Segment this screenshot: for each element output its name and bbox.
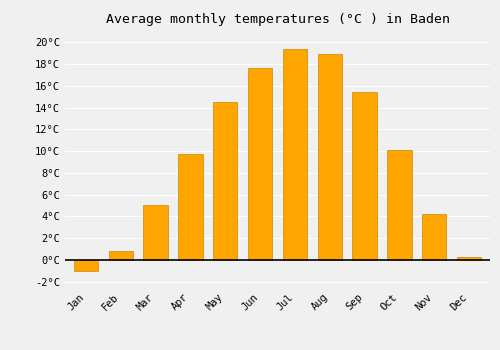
Bar	[213, 102, 238, 260]
Bar	[248, 69, 272, 260]
Bar	[352, 92, 377, 260]
Bar	[144, 205, 168, 260]
Bar	[318, 54, 342, 260]
Bar	[457, 257, 481, 260]
Bar	[74, 260, 98, 271]
Bar	[108, 251, 133, 260]
Bar	[387, 150, 411, 260]
Title: Average monthly temperatures (°C ) in Baden: Average monthly temperatures (°C ) in Ba…	[106, 13, 450, 26]
Bar	[282, 49, 307, 260]
Bar	[178, 154, 203, 260]
Bar	[422, 214, 446, 260]
